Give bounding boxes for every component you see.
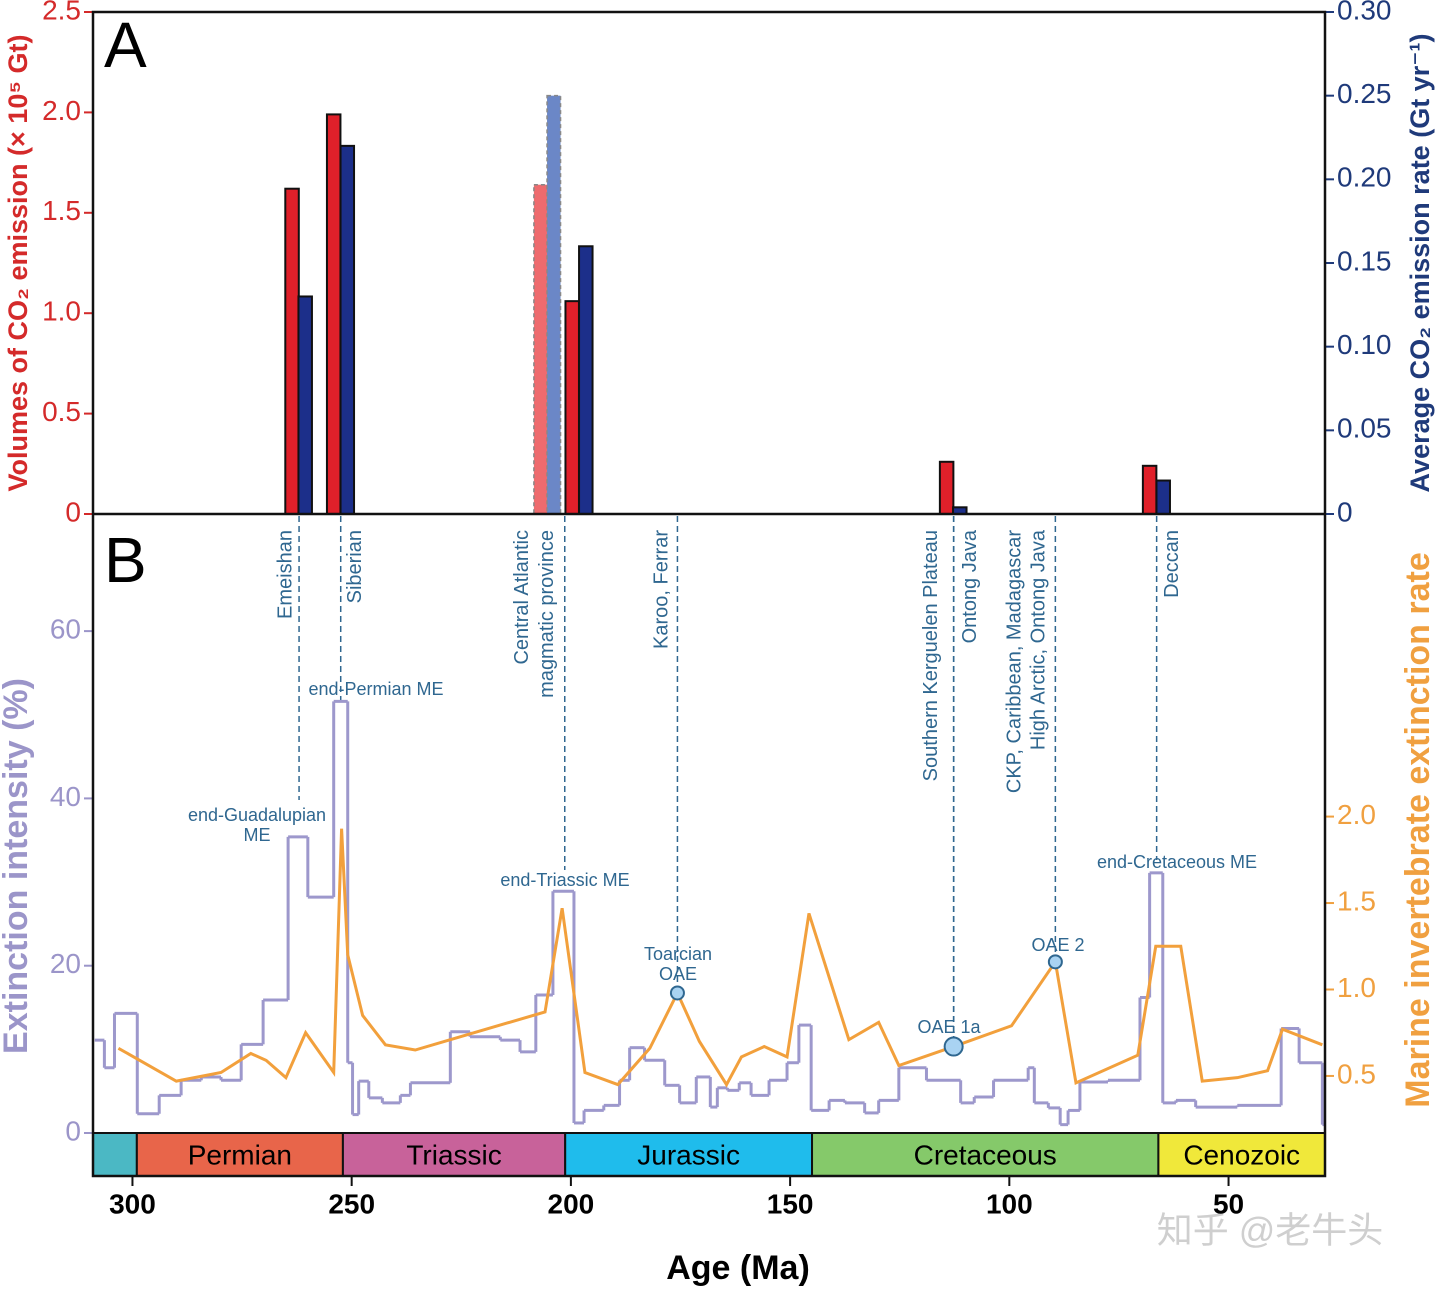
x-axis-title: Age (Ma) xyxy=(666,1249,810,1287)
bar xyxy=(546,94,562,515)
y2-tick-label: 0.25 xyxy=(1337,78,1392,109)
event-label: end-Cretaceous ME xyxy=(1097,852,1257,872)
lip-label: Central Atlantic xyxy=(511,530,533,665)
oae-point xyxy=(669,985,685,1001)
y2-tick-label: 0.15 xyxy=(1337,245,1392,276)
y2-tick-label: 0.5 xyxy=(1337,1058,1376,1089)
y2-tick-label: 1.0 xyxy=(1337,972,1376,1003)
x-tick-label: 200 xyxy=(548,1188,595,1219)
y2-tick-label: 0.05 xyxy=(1337,413,1392,444)
period-label: Triassic xyxy=(406,1139,501,1170)
x-tick-label: 300 xyxy=(109,1188,156,1219)
y-tick-label: 20 xyxy=(50,948,81,979)
bar xyxy=(297,295,313,516)
y-tick-label: 0 xyxy=(65,1115,81,1146)
event-label: end-Triassic ME xyxy=(500,870,629,890)
y-tick-label: 1.5 xyxy=(42,195,81,226)
oae-label: OAE xyxy=(659,964,697,984)
bar xyxy=(564,300,580,516)
y-axis-title: Volumes of CO₂ emission (× 10⁵ Gt) xyxy=(3,34,33,491)
x-tick-label: 50 xyxy=(1213,1188,1244,1219)
lip-label: magmatic province xyxy=(536,530,558,698)
y2-tick-label: 0.30 xyxy=(1337,0,1392,25)
y-tick-label: 40 xyxy=(50,781,81,812)
bar xyxy=(1155,479,1171,515)
oae-label: OAE 2 xyxy=(1031,935,1084,955)
panel-label: A xyxy=(104,9,147,81)
period-label: Jurassic xyxy=(637,1139,740,1170)
event-label: end-Permian ME xyxy=(308,679,443,699)
x-tick-label: 100 xyxy=(986,1188,1033,1219)
y2-tick-label: 0.10 xyxy=(1337,329,1392,360)
period-label: Cenozoic xyxy=(1183,1139,1300,1170)
period-label: Cretaceous xyxy=(914,1139,1057,1170)
bar xyxy=(1141,464,1158,516)
period xyxy=(1157,1132,1326,1177)
oae-label: OAE 1a xyxy=(917,1017,981,1037)
bar xyxy=(325,113,342,516)
y-axis-title: Extinction intensity (%) xyxy=(0,678,35,1054)
bar xyxy=(339,144,356,515)
y-tick-label: 0 xyxy=(65,496,81,527)
y2-axis-title: Marine invertebrate extinction rate xyxy=(1399,552,1437,1108)
lip-label: Deccan xyxy=(1161,530,1183,598)
event-label: end-Guadalupian xyxy=(188,805,326,825)
lip-label: Siberian xyxy=(344,530,366,603)
lip-label: Emeishan xyxy=(274,530,296,619)
bar xyxy=(533,183,549,515)
oae-label: Toarcian xyxy=(644,944,712,964)
panel-label: B xyxy=(104,524,147,596)
bar xyxy=(578,245,594,515)
x-tick-label: 150 xyxy=(767,1188,814,1219)
x-tick-label: 250 xyxy=(328,1188,375,1219)
lip-label: Karoo, Ferrar xyxy=(651,530,673,649)
bar xyxy=(938,460,955,515)
y-tick-label: 2.5 xyxy=(42,0,81,25)
y-tick-label: 60 xyxy=(50,613,81,644)
watermark: 知乎 @老牛头 xyxy=(1157,1210,1384,1251)
lip-label: Southern Kerguelen Plateau xyxy=(920,530,942,781)
bar xyxy=(284,187,300,515)
y2-tick-label: 1.5 xyxy=(1337,885,1376,916)
lip-label: High Arctic, Ontong Java xyxy=(1028,529,1050,750)
period-label: Permian xyxy=(188,1139,292,1170)
period xyxy=(811,1132,1160,1177)
lip-label: CKP, Caribbean, Madagascar xyxy=(1004,530,1026,793)
y-tick-label: 1.0 xyxy=(42,296,81,327)
event-label: ME xyxy=(244,825,271,845)
oae-point xyxy=(943,1036,964,1057)
y2-tick-label: 0.20 xyxy=(1337,162,1392,193)
y-tick-label: 2.0 xyxy=(42,95,81,126)
y-tick-label: 0.5 xyxy=(42,396,81,427)
oae-point xyxy=(1047,954,1063,970)
frame xyxy=(91,10,1327,1178)
period xyxy=(92,1132,138,1177)
lip-label: Ontong Java xyxy=(959,529,981,643)
line xyxy=(117,828,1323,1088)
y2-axis-title: Average CO₂ emission rate (Gt yr⁻¹) xyxy=(1405,34,1435,493)
y2-tick-label: 2.0 xyxy=(1337,799,1376,830)
y2-tick-label: 0 xyxy=(1337,496,1353,527)
